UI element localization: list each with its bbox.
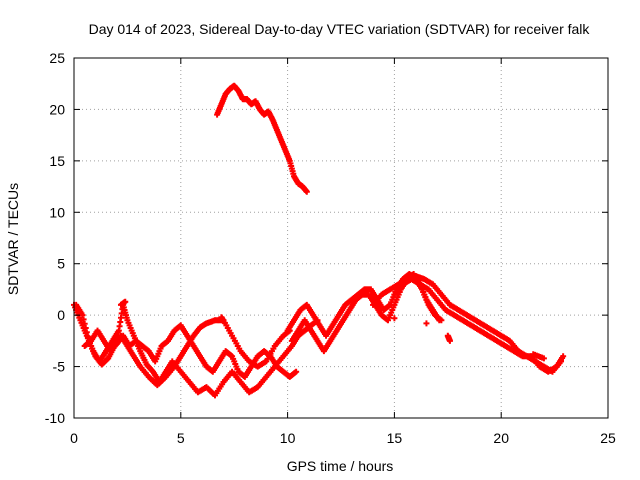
y-tick-label: 20: [49, 101, 65, 117]
data-point: [391, 315, 398, 322]
series-track-c: [81, 322, 300, 380]
data-point: [84, 333, 91, 340]
data-points: [71, 82, 567, 399]
x-tick-label: 10: [280, 430, 296, 446]
data-point: [220, 318, 227, 325]
data-point: [436, 317, 443, 324]
data-point: [446, 337, 453, 344]
data-point: [83, 329, 90, 336]
y-tick-label: 0: [57, 307, 65, 323]
data-point: [352, 293, 359, 300]
grid-lines: [74, 58, 608, 418]
data-point: [293, 368, 300, 375]
x-tick-label: 25: [600, 430, 616, 446]
data-point: [303, 188, 310, 195]
data-point: [122, 298, 129, 305]
y-axis-label: SDTVAR / TECUs: [5, 183, 21, 295]
data-point: [540, 355, 547, 362]
data-point: [80, 316, 87, 323]
data-point: [82, 325, 89, 331]
x-axis-label: GPS time / hours: [287, 458, 394, 474]
y-tick-label: 10: [49, 204, 65, 220]
y-tick-label: -5: [53, 359, 66, 375]
y-tick-label: 5: [57, 256, 65, 272]
data-point: [79, 312, 86, 319]
y-tick-label: -10: [45, 410, 65, 426]
x-tick-label: 15: [387, 430, 403, 446]
data-point: [560, 353, 567, 360]
data-point: [81, 320, 88, 327]
axis-ticks: 0 5 10 15 20 25 -10 -5 0 5 10 15 20 25: [45, 50, 616, 446]
plot-frame: [73, 57, 609, 419]
series-track-d: [214, 82, 310, 195]
x-tick-label: 5: [177, 430, 185, 446]
series-track-h: [391, 276, 567, 375]
x-tick-label: 20: [493, 430, 509, 446]
data-point: [423, 320, 430, 327]
y-tick-label: 15: [49, 153, 65, 169]
series-track-i: [117, 293, 547, 362]
y-tick-label: 25: [49, 50, 65, 66]
x-tick-label: 0: [70, 430, 78, 446]
chart-title: Day 014 of 2023, Sidereal Day-to-day VTE…: [89, 21, 591, 37]
